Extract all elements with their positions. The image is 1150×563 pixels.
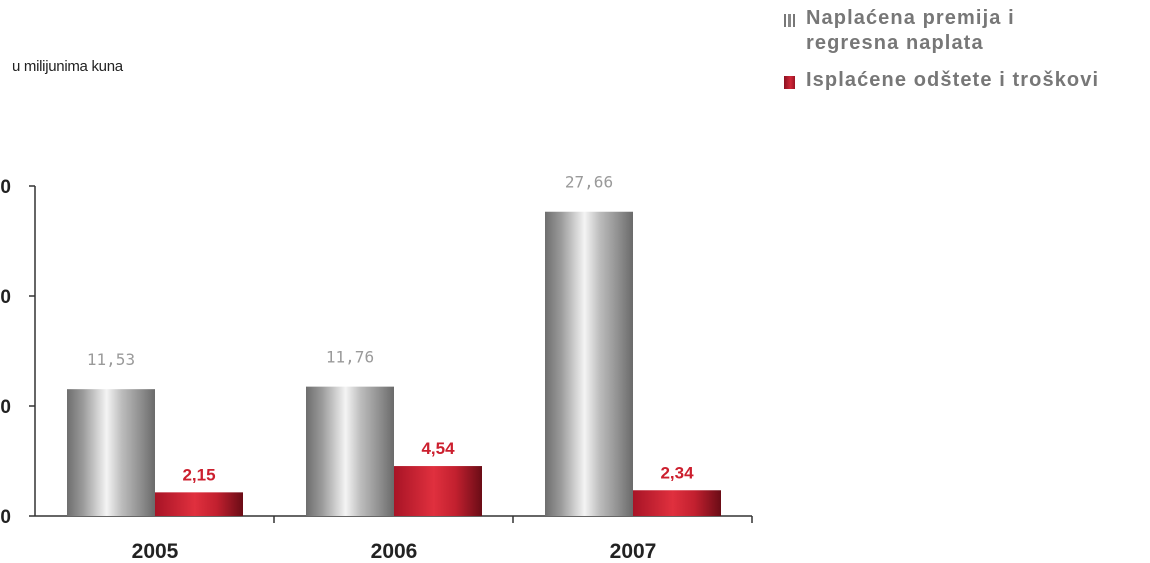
- bar-claims-2006: [394, 466, 482, 516]
- data-label-premium-2007: 27,66: [565, 173, 613, 192]
- legend-swatch-claims: [784, 76, 795, 89]
- data-label-claims-2005: 2,15: [182, 465, 215, 484]
- data-label-claims-2007: 2,34: [660, 463, 694, 482]
- bar-premium-2006: [306, 386, 394, 516]
- y-tick-label: 30: [0, 177, 11, 198]
- y-tick-label: 0: [0, 397, 11, 418]
- bar-claims-2005: [155, 492, 243, 516]
- legend-item-claims: Isplaćene odštete i troškovi: [784, 68, 1106, 93]
- legend-item-premium: Naplaćena premija i regresna naplata: [784, 6, 1106, 56]
- legend: Naplaćena premija i regresna naplata Isp…: [784, 6, 1106, 105]
- bar-premium-2007: [545, 211, 633, 517]
- legend-swatch-premium: [784, 14, 795, 27]
- bar-claims-2007: [633, 490, 721, 516]
- y-tick-label: 20: [0, 287, 11, 308]
- bars: [67, 211, 721, 517]
- x-category-label-2007: 2007: [610, 540, 657, 563]
- x-category-label-2006: 2006: [371, 540, 418, 563]
- x-category-label-2005: 2005: [132, 540, 179, 563]
- bar-premium-2005: [67, 389, 155, 516]
- legend-label-claims: Isplaćene odštete i troškovi: [806, 69, 1100, 91]
- legend-label-premium: Naplaćena premija i regresna naplata: [806, 7, 1015, 54]
- unit-label: u milijunima kuna: [12, 58, 123, 75]
- data-label-premium-2005: 11,53: [87, 350, 135, 369]
- data-labels: 11,53 2,15 11,76 4,54 27,66 2,34: [87, 173, 694, 485]
- y-tick-label: 0: [0, 507, 11, 528]
- data-label-claims-2006: 4,54: [421, 439, 455, 458]
- data-label-premium-2006: 11,76: [326, 348, 374, 367]
